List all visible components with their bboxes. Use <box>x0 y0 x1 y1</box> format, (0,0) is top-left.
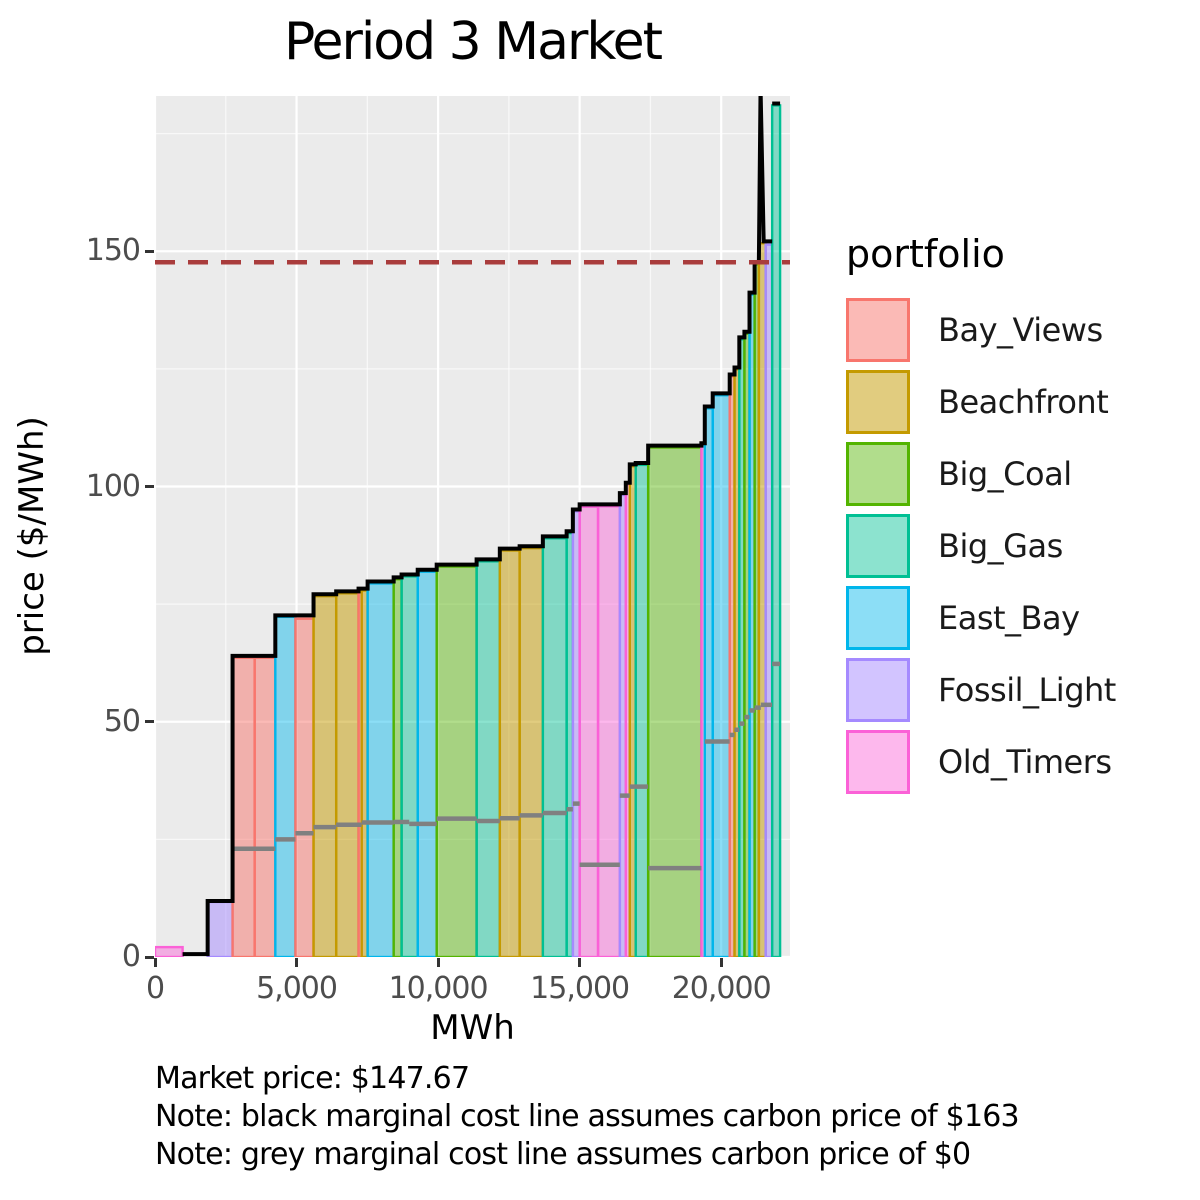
y-tick-label-0: 0 <box>121 939 141 974</box>
legend-item-Big_Gas: Big_Gas <box>846 510 1176 582</box>
y-tick-mark <box>145 955 154 959</box>
bid-bar-East_Bay <box>274 615 297 957</box>
legend-key-swatch <box>846 658 910 722</box>
bid-bar-East_Bay <box>416 570 438 957</box>
footnotes: Market price: $147.67 Note: black margin… <box>155 1060 1195 1174</box>
legend-title: portfolio <box>846 232 1005 276</box>
bid-bar-Bay_Views <box>253 656 277 957</box>
x-tick-label-0: 0 <box>145 971 165 1006</box>
x-tick-mark <box>436 958 440 967</box>
legend-item-Bay_Views: Bay_Views <box>846 294 1176 366</box>
y-tick-label-100: 100 <box>85 468 141 504</box>
x-tick-label-15000: 15,000 <box>530 971 630 1006</box>
bid-bar-Bay_Views <box>294 617 315 957</box>
legend-key-swatch <box>846 730 910 794</box>
legend-item-Fossil_Light: Fossil_Light <box>846 654 1176 726</box>
legend-key-swatch <box>846 514 910 578</box>
chart-title: Period 3 Market <box>283 12 663 72</box>
bid-bar-Big_Gas <box>634 463 650 957</box>
bid-bar-East_Bay <box>711 394 731 957</box>
legend-key-swatch <box>846 586 910 650</box>
x-tick-mark <box>153 958 157 967</box>
y-tick-mark <box>145 249 154 253</box>
legend-label: Beachfront <box>938 383 1109 421</box>
black-marginal-cost-line <box>182 96 781 957</box>
x-tick-label-5000: 5,000 <box>256 971 338 1006</box>
bid-bar-Big_Gas <box>770 104 782 957</box>
legend-item-East_Bay: East_Bay <box>846 582 1176 654</box>
bid-bar-Beachfront <box>312 594 338 957</box>
bid-bar-Big_Gas <box>400 575 419 957</box>
legend-label: Big_Coal <box>938 455 1072 493</box>
legend-item-Beachfront: Beachfront <box>846 366 1176 438</box>
bid-bar-Beachfront <box>334 592 360 957</box>
grid-minor <box>155 96 790 957</box>
legend-item-Old_Timers: Old_Timers <box>846 726 1176 798</box>
legend-label: Fossil_Light <box>938 671 1116 709</box>
legend-label: Bay_Views <box>938 311 1103 349</box>
grey-marginal-cost-line <box>232 661 781 871</box>
legend-item-Big_Coal: Big_Coal <box>846 438 1176 510</box>
x-tick-label-10000: 10,000 <box>388 971 489 1006</box>
x-tick-mark <box>719 958 723 967</box>
bid-bar-Fossil_Light <box>206 900 234 957</box>
legend-key-swatch <box>846 298 910 362</box>
x-tick-mark <box>295 958 299 967</box>
bid-bar-Big_Gas <box>475 560 502 957</box>
y-tick-mark <box>145 485 154 488</box>
x-tick-label-20000: 20,000 <box>671 971 772 1006</box>
black-line-note: Note: black marginal cost line assumes c… <box>155 1099 1020 1134</box>
legend-label: Old_Timers <box>938 743 1112 781</box>
legend-label: Big_Gas <box>938 527 1063 565</box>
legend-key-swatch <box>846 442 910 506</box>
grey-line-note: Note: grey marginal cost line assumes ca… <box>155 1137 971 1172</box>
plot-panel <box>155 96 790 957</box>
bid-bar-East_Bay <box>366 582 395 957</box>
supply-curve-chart <box>155 96 790 957</box>
x-tick-mark <box>578 958 582 967</box>
y-tick-mark <box>145 720 154 724</box>
bid-bar-Big_Gas <box>541 537 568 957</box>
legend: portfolio Bay_Views Beachfront Big_Coal Big… <box>846 232 1176 798</box>
x-axis-title: MWh <box>430 1008 515 1048</box>
bid-bar-Beachfront <box>498 549 521 957</box>
bid-bar-Old_Timers <box>578 505 600 957</box>
y-tick-label-50: 50 <box>103 703 141 739</box>
bid-bar-Beachfront <box>518 546 545 957</box>
bid-bar-Big_Coal <box>435 565 478 957</box>
bid-bar-Big_Coal <box>646 446 703 957</box>
market-price-note: Market price: $147.67 <box>155 1061 470 1096</box>
y-tick-label-150: 150 <box>85 233 141 269</box>
legend-key-swatch <box>846 370 910 434</box>
bid-bar-Bay_Views <box>231 656 256 957</box>
legend-items: Bay_Views Beachfront Big_Coal Big_Gas East_B… <box>846 294 1176 798</box>
bid-bar-Old_Timers <box>155 945 184 957</box>
legend-label: East_Bay <box>938 599 1080 637</box>
bid-bar-Old_Timers <box>596 505 622 957</box>
capacity-bars <box>155 104 782 957</box>
